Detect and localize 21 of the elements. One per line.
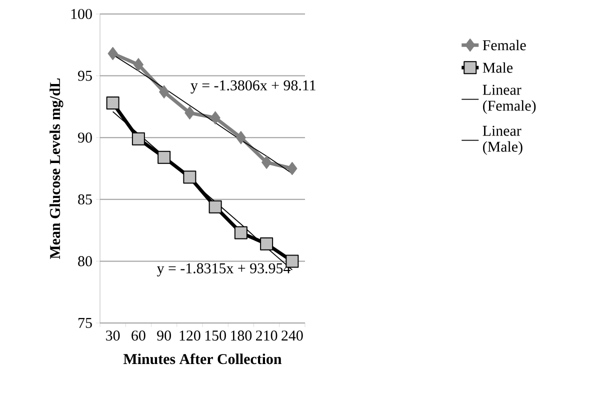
x-tick-label: 60 xyxy=(132,330,146,341)
y-tick-label: 85 xyxy=(78,194,92,204)
x-tick-label: 180 xyxy=(231,330,252,341)
y-tick-label: 95 xyxy=(78,70,92,81)
y-tick-label: 75 xyxy=(78,318,92,328)
x-tick-label: 90 xyxy=(157,330,171,341)
legend-label: Linear (Male) xyxy=(482,126,522,155)
y-tick-label: 80 xyxy=(78,256,92,266)
legend-label: Female xyxy=(482,40,526,50)
legend-label: Linear (Female) xyxy=(482,84,536,114)
x-axis-title: Minutes After Collection xyxy=(123,353,282,364)
y-tick-label: 90 xyxy=(78,132,92,143)
y-tick-label: 100 xyxy=(71,8,92,20)
x-tick-label: 120 xyxy=(180,330,200,341)
x-tick-label: 150 xyxy=(205,330,226,341)
x-tick-label: 240 xyxy=(282,330,303,341)
x-tick-label: 210 xyxy=(256,330,278,341)
x-tick-label: 30 xyxy=(106,330,120,341)
legend-label: Male xyxy=(482,62,513,73)
annotation: y = -1.3806x + 98.11 xyxy=(190,80,316,94)
y-axis-title: Mean Glucose Levels mg/dL xyxy=(50,78,64,259)
